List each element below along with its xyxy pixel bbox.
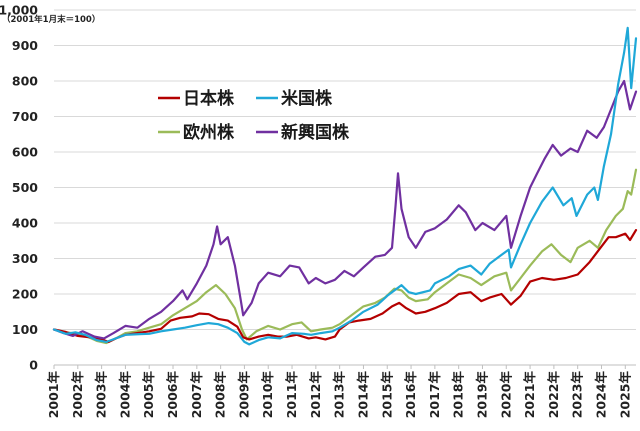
x-tick-label: 2011年 (284, 371, 299, 419)
series-line-1 (52, 26, 638, 346)
x-tick-label: 2022年 (546, 371, 561, 419)
y-tick-label: 800 (12, 74, 38, 89)
x-tick-label: 2008年 (213, 371, 228, 419)
x-tick-label: 2010年 (260, 371, 275, 419)
x-tick-label: 2007年 (189, 371, 204, 419)
legend: 日本株 米国株 欧州株 新興国株 (158, 88, 350, 143)
x-tick-label: 2023年 (570, 371, 585, 419)
legend-label-japan: 日本株 (183, 88, 235, 109)
x-tick-label: 2006年 (165, 371, 180, 419)
series-line-3 (52, 79, 638, 340)
legend-label-us: 米国株 (281, 88, 333, 109)
legend-item-europe: 欧州株 (158, 122, 235, 143)
x-tick-label: 2025年 (617, 371, 632, 419)
x-tick-label: 2002年 (70, 371, 85, 419)
x-axis: 2001年 2002年 2003年 2004年 2005年 2006年 2007年 2008年… (46, 365, 632, 418)
legend-item-emerging: 新興国株 (256, 122, 350, 143)
series-line-2 (52, 168, 638, 345)
y-tick-label: 200 (12, 287, 38, 302)
legend-label-europe: 欧州株 (183, 122, 235, 143)
unit-note: （2001年1月末＝100） (2, 14, 100, 25)
x-tick-label: 2013年 (332, 371, 347, 419)
x-tick-label: 2015年 (379, 371, 394, 419)
y-tick-label: 600 (12, 145, 38, 160)
x-tick-label: 2020年 (498, 371, 513, 419)
x-tick-label: 2005年 (141, 371, 156, 419)
x-tick-label: 2016年 (403, 371, 418, 419)
gridlines (54, 9, 636, 366)
legend-label-emerging: 新興国株 (281, 122, 350, 143)
series-line-0 (52, 229, 638, 343)
x-tick-label: 2014年 (355, 371, 370, 419)
y-tick-label: 1,000 (0, 3, 38, 18)
y-tick-label: 400 (12, 216, 38, 231)
x-tick-label: 2024年 (593, 371, 608, 419)
y-tick-label: 100 (12, 322, 38, 337)
y-tick-label: 700 (12, 109, 38, 124)
y-tick-label: 300 (12, 251, 38, 266)
x-tick-label: 2019年 (474, 371, 489, 419)
series-lines (52, 26, 638, 346)
x-tick-label: 2018年 (451, 371, 466, 419)
y-tick-label: 0 (29, 358, 38, 373)
x-tick-label: 2017年 (427, 371, 442, 419)
x-tick-label: 2021年 (522, 371, 537, 419)
x-tick-label: 2009年 (236, 371, 251, 419)
y-tick-label: 900 (12, 38, 38, 53)
x-tick-label: 2004年 (117, 371, 132, 419)
x-tick-label: 2012年 (308, 371, 323, 419)
legend-item-us: 米国株 (256, 88, 333, 109)
legend-item-japan: 日本株 (158, 88, 235, 109)
y-axis: 0 100 200 300 400 500 600 700 800 900 1,000 (0, 3, 38, 373)
y-tick-label: 500 (12, 180, 38, 195)
x-tick-label: 2003年 (94, 371, 109, 419)
x-tick-label: 2001年 (46, 371, 61, 419)
